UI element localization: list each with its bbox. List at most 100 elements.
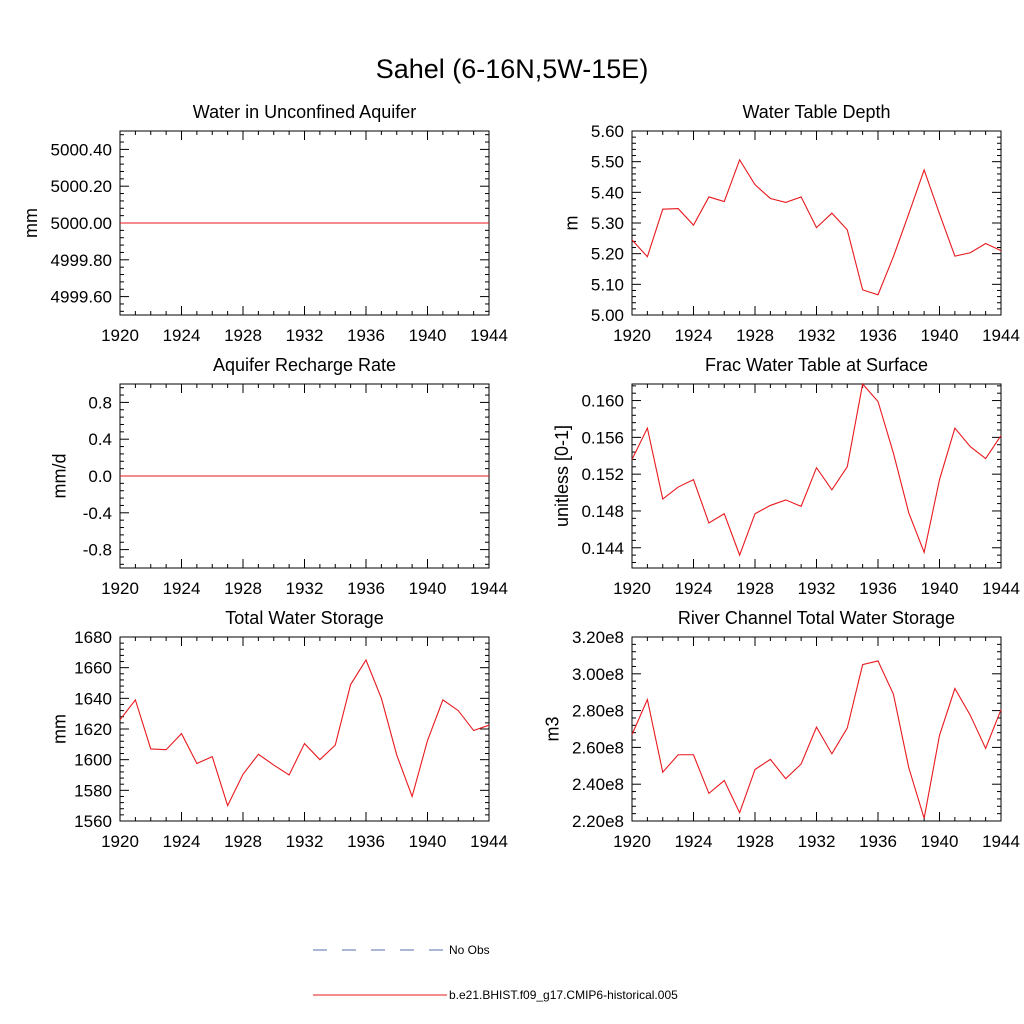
x-tick-label: 1936	[859, 832, 897, 851]
y-axis-label: unitless [0-1]	[552, 425, 572, 527]
y-tick-label: 0.144	[581, 539, 624, 558]
y-tick-label: 5.20	[591, 245, 624, 264]
panel-title: Water in Unconfined Aquifer	[193, 102, 416, 122]
y-tick-label: 1620	[74, 720, 112, 739]
x-tick-label: 1932	[286, 579, 324, 598]
x-tick-label: 1944	[982, 832, 1020, 851]
x-tick-label: 1932	[798, 326, 836, 345]
y-axis-label: mm	[21, 208, 41, 238]
series-line-model	[631, 382, 1002, 557]
y-axis-label: m	[562, 216, 582, 231]
x-tick-label: 1940	[409, 832, 447, 851]
panel-water-table-depth: 1920 1924 1928 1932 1936 1940 1944 5.00 5.10 5.20…	[562, 102, 1020, 345]
legend-obs-label: No Obs	[449, 943, 490, 957]
x-tick-label: 1940	[921, 326, 959, 345]
x-tick-label: 1928	[736, 579, 774, 598]
legend: No Obs b.e21.BHIST.f09_g17.CMIP6-histori…	[313, 943, 678, 1002]
x-tick-label: 1932	[286, 832, 324, 851]
x-tick-label: 1924	[675, 832, 713, 851]
panel-title: Aquifer Recharge Rate	[213, 355, 396, 375]
x-tick-label: 1940	[409, 579, 447, 598]
x-tick-label: 1932	[286, 326, 324, 345]
x-tick-label: 1944	[470, 326, 508, 345]
panels: 1920 1924 1928 1932 1936 1940 1944 4999.60 4999.…	[21, 102, 1020, 851]
panel-river-storage: 1920 1924 1928 1932 1936 1940 1944 2.20e8 2.40e8…	[542, 608, 1020, 851]
y-tick-label: 5.10	[591, 275, 624, 294]
panel-title: Water Table Depth	[742, 102, 890, 122]
x-tick-label: 1920	[613, 832, 651, 851]
series-line-model	[631, 660, 1002, 819]
x-tick-label: 1936	[859, 326, 897, 345]
panel-title: River Channel Total Water Storage	[678, 608, 955, 628]
y-tick-label: -0.8	[83, 541, 112, 560]
x-tick-label: 1924	[163, 832, 201, 851]
y-tick-label: 2.80e8	[572, 702, 624, 721]
plot-frame	[631, 383, 1002, 569]
plot-frame	[631, 636, 1002, 822]
x-tick-label: 1920	[101, 579, 139, 598]
x-tick-label: 1944	[982, 579, 1020, 598]
x-tick-label: 1924	[163, 579, 201, 598]
y-tick-label: 0.152	[581, 465, 624, 484]
y-tick-label: 0.160	[581, 392, 624, 411]
x-tick-label: 1940	[921, 832, 959, 851]
x-tick-label: 1940	[409, 326, 447, 345]
x-tick-label: 1928	[736, 326, 774, 345]
y-tick-label: 5.00	[591, 306, 624, 325]
x-tick-label: 1928	[224, 326, 262, 345]
y-tick-label: 4999.60	[51, 288, 112, 307]
x-tick-label: 1944	[470, 579, 508, 598]
panel-aquifer-water: 1920 1924 1928 1932 1936 1940 1944 4999.60 4999.…	[21, 102, 508, 345]
x-tick-label: 1944	[470, 832, 508, 851]
plot-frame	[631, 130, 1002, 316]
x-tick-label: 1928	[736, 832, 774, 851]
y-tick-label: 5.30	[591, 214, 624, 233]
panel-recharge-rate: 1920 1924 1928 1932 1936 1940 1944 -0.8 -0.4 0.0 0…	[50, 355, 508, 598]
y-tick-label: -0.4	[83, 504, 112, 523]
y-tick-label: 1660	[74, 659, 112, 678]
y-tick-label: 1640	[74, 689, 112, 708]
x-tick-label: 1920	[101, 326, 139, 345]
y-axis-label: mm/d	[50, 454, 70, 499]
y-tick-label: 2.60e8	[572, 738, 624, 757]
series-line-model	[631, 158, 1002, 296]
y-tick-label: 1680	[74, 628, 112, 647]
x-tick-label: 1924	[675, 579, 713, 598]
y-tick-label: 5.40	[591, 183, 624, 202]
y-tick-label: 5.60	[591, 122, 624, 141]
y-tick-label: 3.20e8	[572, 628, 624, 647]
y-tick-label: 1560	[74, 812, 112, 831]
y-tick-label: 5000.20	[51, 177, 112, 196]
x-tick-label: 1924	[163, 326, 201, 345]
y-tick-label: 1580	[74, 781, 112, 800]
y-tick-label: 5000.00	[51, 214, 112, 233]
y-tick-label: 3.00e8	[572, 665, 624, 684]
panel-frac-water-table: 1920 1924 1928 1932 1936 1940 1944 0.144 0.148 0.…	[552, 355, 1020, 598]
x-tick-label: 1928	[224, 832, 262, 851]
y-axis-label: mm	[50, 714, 70, 744]
panel-total-water-storage: 1920 1924 1928 1932 1936 1940 1944 1560 1580 1600…	[50, 608, 508, 851]
y-tick-label: 5.50	[591, 153, 624, 172]
y-tick-label: 0.0	[88, 467, 112, 486]
x-tick-label: 1944	[982, 326, 1020, 345]
y-tick-label: 0.8	[88, 393, 112, 412]
x-tick-label: 1932	[798, 832, 836, 851]
series-line-model	[119, 658, 490, 808]
x-tick-label: 1920	[613, 326, 651, 345]
x-tick-label: 1924	[675, 326, 713, 345]
x-tick-label: 1936	[347, 326, 385, 345]
y-tick-label: 0.4	[88, 430, 112, 449]
x-tick-label: 1936	[859, 579, 897, 598]
figure-title: Sahel (6-16N,5W-15E)	[375, 54, 649, 84]
x-tick-label: 1936	[347, 832, 385, 851]
y-tick-label: 0.148	[581, 502, 624, 521]
y-tick-label: 5000.40	[51, 140, 112, 159]
x-tick-label: 1936	[347, 579, 385, 598]
x-tick-label: 1920	[613, 579, 651, 598]
x-tick-label: 1932	[798, 579, 836, 598]
y-tick-label: 2.20e8	[572, 812, 624, 831]
x-tick-label: 1928	[224, 579, 262, 598]
plot-frame	[119, 636, 490, 822]
y-axis-label: m3	[542, 716, 562, 741]
